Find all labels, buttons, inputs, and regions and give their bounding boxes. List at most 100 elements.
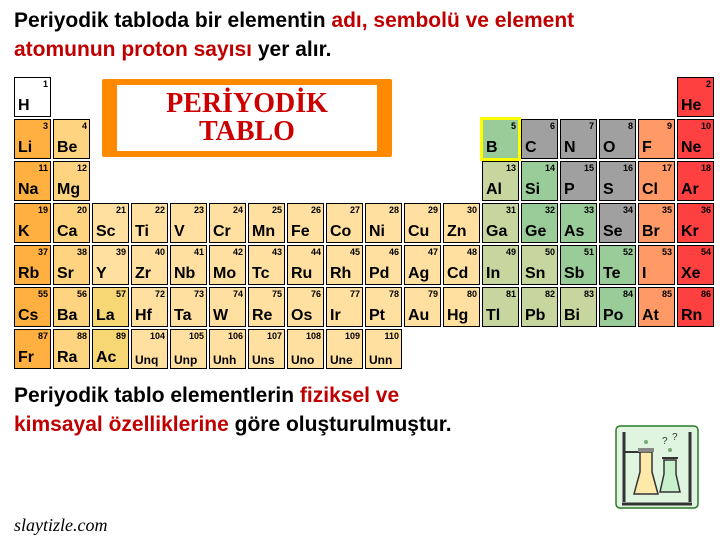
element-number: 76 (311, 289, 321, 299)
element-cell: 108Uno (287, 329, 324, 369)
title-banner-inner: PERİYODİK TABLO (117, 85, 377, 151)
element-symbol: Cd (447, 266, 468, 282)
element-cell: 76Os (287, 287, 324, 327)
element-number: 106 (228, 331, 243, 341)
element-symbol: Unq (135, 354, 158, 366)
element-number: 18 (701, 163, 711, 173)
element-symbol: Co (330, 224, 351, 240)
element-cell (677, 329, 714, 369)
element-number: 55 (38, 289, 48, 299)
element-cell: 40Zr (131, 245, 168, 285)
element-cell: 35Br (638, 203, 675, 243)
element-symbol: Hg (447, 308, 468, 324)
banner-line1: PERİYODİK (166, 90, 328, 118)
element-symbol: Na (18, 182, 38, 198)
element-symbol: Uno (291, 354, 314, 366)
element-cell (209, 161, 246, 201)
element-cell: 39Y (92, 245, 129, 285)
element-cell: 17 Cl (638, 161, 675, 201)
element-cell (53, 77, 90, 117)
element-symbol: Unp (174, 354, 197, 366)
element-cell: 12Mg (53, 161, 90, 201)
element-symbol: S (603, 182, 614, 198)
element-number: 53 (662, 247, 672, 257)
element-cell: 44Ru (287, 245, 324, 285)
element-number: 28 (389, 205, 399, 215)
element-cell: 28 Ni (365, 203, 402, 243)
top-text-b: adı, sembolü ve element (331, 9, 574, 32)
element-symbol: I (642, 266, 646, 282)
element-cell: 72Hf (131, 287, 168, 327)
element-cell: 49In (482, 245, 519, 285)
element-symbol: Ti (135, 224, 149, 240)
element-number: 37 (38, 247, 48, 257)
element-cell: 74W (209, 287, 246, 327)
element-symbol: As (564, 224, 584, 240)
element-cell: 4Be (53, 119, 90, 159)
element-number: 54 (701, 247, 711, 257)
element-symbol: Cl (642, 182, 658, 198)
element-number: 10 (701, 121, 711, 131)
element-number: 20 (77, 205, 87, 215)
bottom-text-b: fiziksel ve (300, 384, 399, 407)
element-cell: 30Zn (443, 203, 480, 243)
element-cell (404, 329, 441, 369)
element-number: 11 (38, 163, 48, 173)
element-number: 6 (550, 121, 555, 131)
element-cell: 80Hg (443, 287, 480, 327)
element-number: 3 (43, 121, 48, 131)
element-cell (482, 329, 519, 369)
element-cell: 73Ta (170, 287, 207, 327)
element-number: 56 (77, 289, 87, 299)
element-number: 105 (189, 331, 204, 341)
element-number: 27 (350, 205, 360, 215)
element-symbol: N (564, 140, 576, 156)
element-symbol: Rn (681, 308, 702, 324)
element-symbol: Ni (369, 224, 385, 240)
bottom-text-c: kimsayal özelliklerine (14, 413, 229, 436)
element-symbol: Hf (135, 308, 152, 324)
element-symbol: Fe (291, 224, 310, 240)
element-number: 16 (623, 163, 633, 173)
element-number: 42 (233, 247, 243, 257)
element-number: 22 (155, 205, 165, 215)
element-cell: 5B (482, 119, 519, 159)
element-cell (560, 329, 597, 369)
element-number: 87 (38, 331, 48, 341)
element-symbol: Y (96, 266, 107, 282)
element-number: 35 (662, 205, 672, 215)
element-number: 38 (77, 247, 87, 257)
element-number: 75 (272, 289, 282, 299)
element-symbol: At (642, 308, 659, 324)
element-cell: 84Po (599, 287, 636, 327)
element-cell: 57La (92, 287, 129, 327)
element-number: 89 (116, 331, 126, 341)
element-symbol: Fr (18, 350, 34, 366)
element-number: 21 (116, 205, 126, 215)
banner-line2: TABLO (199, 118, 295, 146)
element-cell: 8O (599, 119, 636, 159)
element-number: 5 (511, 121, 516, 131)
element-cell: 19K (14, 203, 51, 243)
element-cell: 34Se (599, 203, 636, 243)
element-number: 14 (545, 163, 555, 173)
element-number: 110 (384, 331, 399, 341)
element-cell (521, 329, 558, 369)
element-number: 25 (272, 205, 282, 215)
element-cell: 55Cs (14, 287, 51, 327)
element-cell: 43Tc (248, 245, 285, 285)
element-cell: 51Sb (560, 245, 597, 285)
element-number: 29 (428, 205, 438, 215)
element-symbol: Zr (135, 266, 151, 282)
element-symbol: P (564, 182, 575, 198)
element-number: 34 (623, 205, 633, 215)
element-number: 86 (701, 289, 711, 299)
element-symbol: Ba (57, 308, 77, 324)
element-cell: 104Unq (131, 329, 168, 369)
element-number: 24 (233, 205, 243, 215)
element-symbol: Tl (486, 308, 500, 324)
element-cell: 36Kr (677, 203, 714, 243)
bottom-text-d: göre oluşturulmuştur. (229, 413, 452, 436)
element-number: 84 (623, 289, 633, 299)
element-number: 17 (662, 163, 672, 173)
